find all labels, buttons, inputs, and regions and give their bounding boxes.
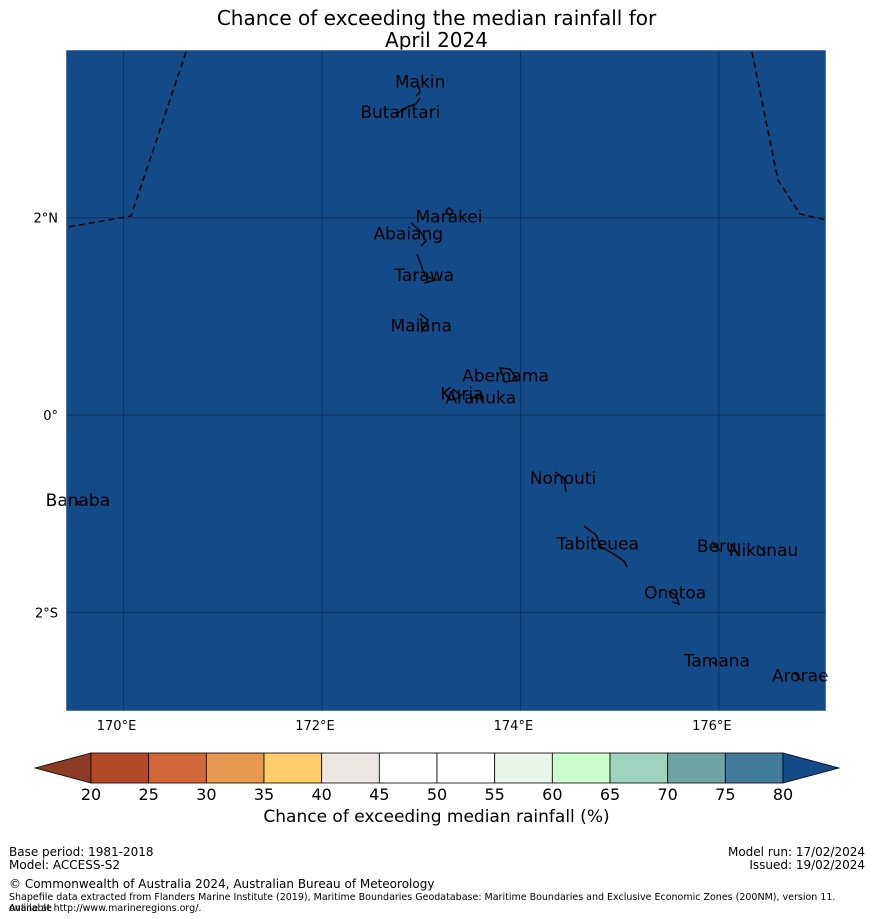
colorbar: 20 25 30 35 40 45 50 55 60 65 70 75 80 [33, 752, 841, 804]
colorbar-cell [263, 752, 323, 784]
place-label: Nonouti [530, 469, 596, 489]
colorbar-cells [90, 752, 784, 784]
lat-tick-label: 2°S [35, 606, 58, 621]
island-outline-beru [711, 541, 721, 552]
colorbar-cell [321, 752, 380, 784]
island-outline-abaiang [410, 222, 427, 247]
island-outline-banaba [76, 500, 82, 506]
colorbar-cell [436, 752, 496, 784]
colorbar-label: Chance of exceeding median rainfall (%) [263, 807, 610, 827]
place-label: Makin [395, 73, 445, 93]
colorbar-cell [667, 752, 726, 784]
issued-date-text: Issued: 19/02/2024 [749, 858, 865, 872]
island-outline-butaritari [395, 97, 421, 115]
base-period-text: Base period: 1981-2018 [9, 845, 154, 859]
place-label: Banaba [46, 491, 110, 511]
island-outline-aranuka [472, 394, 483, 403]
island-outline-marakei [445, 207, 454, 218]
place-label: Abaiang [374, 225, 444, 245]
colorbar-tick-label: 70 [657, 785, 677, 804]
island-outline-maiana [419, 313, 429, 334]
copyright-text: © Commonwealth of Australia 2024, Austra… [9, 877, 435, 891]
colorbar-cell [494, 752, 553, 784]
colorbar-cell [609, 752, 669, 784]
place-label: Maiana [390, 316, 451, 336]
island-outline-kuria [452, 388, 461, 396]
place-label: Marakei [416, 208, 483, 228]
colorbar-cell [551, 752, 611, 784]
colorbar-tick-label: 45 [369, 785, 389, 804]
lon-tick-label: 174°E [494, 719, 534, 734]
eez-boundaries [67, 51, 827, 228]
lat-tick-label: 2°N [34, 212, 59, 227]
colorbar-cell [90, 752, 150, 784]
place-label: Nikunau [729, 541, 799, 561]
place-label: Arorae [772, 666, 829, 686]
colorbar-tick-labels: 20 25 30 35 40 45 50 55 60 65 70 75 80 [81, 785, 793, 804]
island-outline-makin [415, 83, 421, 97]
island-outline-nikunau [757, 544, 767, 554]
model-name-text: Model: ACCESS-S2 [9, 858, 121, 872]
island-outline-onotoa [667, 590, 681, 606]
colorbar-tick-label: 65 [600, 785, 620, 804]
colorbar-cell [724, 752, 784, 784]
place-label: Butaritari [360, 103, 440, 123]
colorbar-high-extend [782, 752, 841, 784]
island-outline-tabiteuea [583, 525, 628, 568]
colorbar-tick-label: 30 [196, 785, 216, 804]
colorbar-cell [205, 752, 265, 784]
map-title-line-2: April 2024 [385, 28, 488, 52]
colorbar-low-extend [33, 752, 92, 784]
place-label: Tarawa [393, 266, 454, 286]
lat-tick-label: 0° [43, 409, 58, 424]
island-outline-tamana [711, 661, 718, 666]
island-outlines [76, 83, 802, 681]
map-frame [65, 49, 827, 712]
lon-tick-label: 172°E [295, 719, 335, 734]
colorbar-tick-label: 75 [715, 785, 735, 804]
place-label: Tamana [683, 652, 750, 672]
graticule [66, 50, 826, 711]
data-source-line-2: online at http://www.marineregions.org/. [9, 903, 202, 914]
place-label: Onotoa [644, 584, 706, 604]
place-label: Aranuka [445, 388, 516, 408]
lon-tick-label: 176°E [692, 719, 732, 734]
axis-tick-labels: 170°E 172°E 174°E 176°E 2°N 0° 2°S [34, 212, 732, 734]
colorbar-tick-label: 20 [81, 785, 101, 804]
colorbar-tick-label: 50 [427, 785, 447, 804]
map-ocean-area [66, 50, 826, 711]
colorbar-tick-label: 40 [311, 785, 331, 804]
colorbar-tick-label: 35 [254, 785, 274, 804]
colorbar-tick-label: 25 [138, 785, 158, 804]
colorbar-tick-label: 55 [484, 785, 504, 804]
lon-tick-label: 170°E [97, 719, 137, 734]
colorbar-tick-label: 80 [773, 785, 793, 804]
data-source-line-1: Shapefile data extracted from Flanders M… [9, 892, 836, 914]
place-label: Tabiteuea [556, 534, 639, 554]
model-run-text: Model run: 17/02/2024 [727, 845, 865, 859]
island-outline-nonouti [554, 471, 567, 493]
eez-boundary-west [67, 51, 187, 228]
place-label: Beru [697, 537, 737, 557]
island-outline-arorae [794, 672, 802, 681]
island-outline-abemama [498, 367, 519, 383]
island-outline-tarawa [416, 253, 439, 284]
colorbar-cell [148, 752, 207, 784]
place-label: Abemama [462, 367, 549, 387]
colorbar-cell [378, 752, 438, 784]
place-label: Kuria [440, 384, 483, 404]
eez-boundary-east [751, 51, 827, 221]
colorbar-tick-label: 60 [542, 785, 562, 804]
map-title-line-1: Chance of exceeding the median rainfall … [216, 6, 657, 30]
